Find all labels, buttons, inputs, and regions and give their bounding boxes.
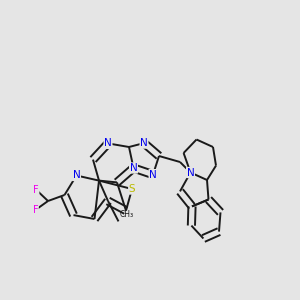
- Text: S: S: [129, 184, 135, 194]
- Text: CH₃: CH₃: [120, 210, 134, 219]
- Text: N: N: [149, 169, 157, 180]
- Text: N: N: [187, 167, 194, 178]
- Text: F: F: [33, 184, 39, 195]
- Text: N: N: [73, 170, 80, 181]
- Text: N: N: [104, 138, 112, 148]
- Text: F: F: [33, 205, 38, 215]
- Text: N: N: [140, 138, 148, 148]
- Text: N: N: [130, 163, 137, 173]
